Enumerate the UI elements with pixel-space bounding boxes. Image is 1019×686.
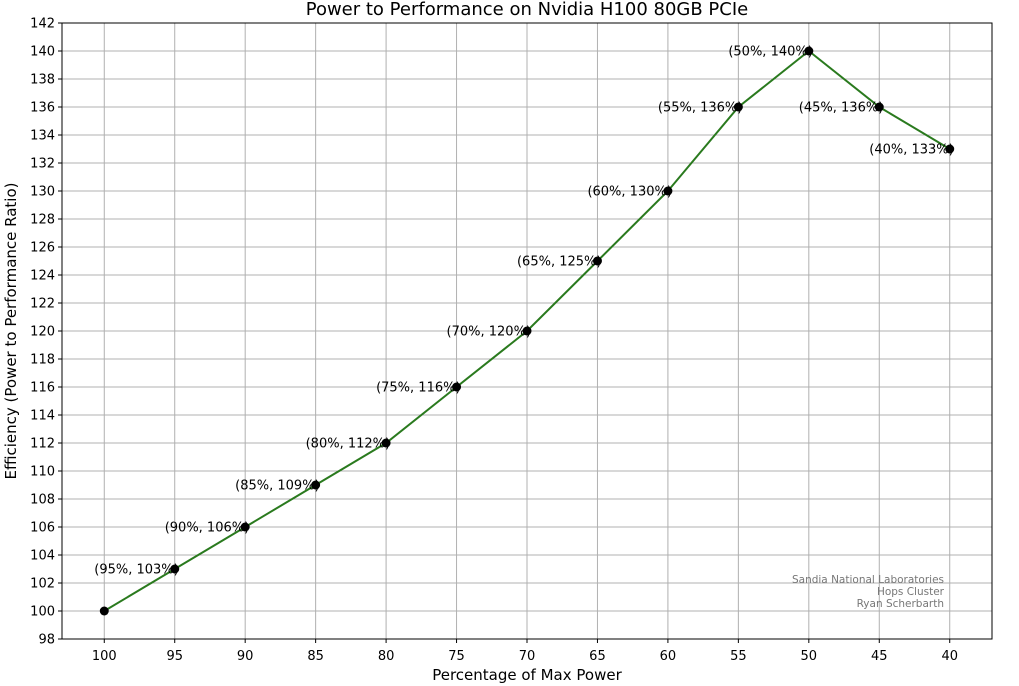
data-point-label: (90%, 106%) (165, 521, 249, 536)
x-tick-label: 70 (519, 649, 536, 664)
y-tick-label: 142 (30, 17, 55, 32)
x-tick-label: 80 (378, 649, 395, 664)
y-tick-label: 114 (30, 409, 55, 424)
data-point-label: (50%, 140%) (728, 45, 812, 60)
data-point (311, 480, 321, 490)
data-point (804, 46, 814, 56)
credit-line: Ryan Scherbarth (857, 598, 944, 610)
y-tick-label: 98 (38, 633, 55, 648)
data-point (452, 382, 462, 392)
x-tick-label: 100 (92, 649, 117, 664)
y-tick-label: 128 (30, 213, 55, 228)
data-point (170, 564, 180, 574)
x-tick-label: 65 (589, 649, 606, 664)
y-axis-ticks: 98 100 102 104 106 108 110 112 114 116 118 120 122 12… (30, 17, 62, 648)
x-tick-label: 50 (801, 649, 818, 664)
data-point (240, 522, 250, 532)
y-tick-label: 126 (30, 241, 55, 256)
credit-line: Hops Cluster (877, 586, 945, 598)
data-point (592, 256, 602, 266)
data-point (733, 102, 743, 112)
x-tick-label: 55 (730, 649, 747, 664)
x-tick-label: 60 (660, 649, 677, 664)
data-point-label: (75%, 116%) (376, 381, 460, 396)
x-tick-label: 45 (871, 649, 888, 664)
data-point-markers (99, 46, 955, 616)
y-tick-label: 110 (30, 465, 55, 480)
x-tick-label: 90 (237, 649, 254, 664)
data-point (945, 144, 955, 154)
data-point-label: (80%, 112%) (306, 437, 390, 452)
y-tick-label: 134 (30, 129, 55, 144)
y-tick-label: 124 (30, 269, 55, 284)
credit-line: Sandia National Laboratories (792, 574, 944, 586)
data-point-label: (45%, 136%) (799, 101, 883, 116)
data-point (663, 186, 673, 196)
y-tick-label: 100 (30, 605, 55, 620)
data-point (874, 102, 884, 112)
y-tick-label: 118 (30, 353, 55, 368)
y-tick-label: 106 (30, 521, 55, 536)
data-point-label: (85%, 109%) (235, 479, 319, 494)
x-axis-label: Percentage of Max Power (432, 666, 622, 684)
y-tick-label: 138 (30, 73, 55, 88)
data-point (522, 326, 532, 336)
y-tick-label: 102 (30, 577, 55, 592)
data-point (381, 438, 391, 448)
data-point-label: (70%, 120%) (447, 325, 531, 340)
x-tick-label: 95 (166, 649, 183, 664)
y-tick-label: 136 (30, 101, 55, 116)
y-tick-label: 112 (30, 437, 55, 452)
data-point-labels: (95%, 103%) (90%, 106%) (85%, 109%) (80%, 1… (94, 45, 953, 578)
data-point (99, 606, 109, 616)
y-tick-label: 116 (30, 381, 55, 396)
x-tick-label: 40 (941, 649, 958, 664)
y-axis-label: Efficiency (Power to Performance Ratio) (2, 182, 20, 479)
data-point-label: (65%, 125%) (517, 255, 601, 270)
y-tick-label: 140 (30, 45, 55, 60)
data-point-label: (40%, 133%) (869, 143, 953, 158)
data-point-label: (55%, 136%) (658, 101, 742, 116)
y-tick-label: 130 (30, 185, 55, 200)
x-axis-ticks: 100 95 90 85 80 75 70 65 60 55 50 45 40 (92, 639, 958, 664)
y-tick-label: 122 (30, 297, 55, 312)
data-point-label: (60%, 130%) (587, 185, 671, 200)
y-tick-label: 108 (30, 493, 55, 508)
x-tick-label: 85 (307, 649, 324, 664)
y-tick-label: 132 (30, 157, 55, 172)
y-tick-label: 120 (30, 325, 55, 340)
x-tick-label: 75 (448, 649, 465, 664)
chart-title: Power to Performance on Nvidia H100 80GB… (306, 0, 749, 20)
y-tick-label: 104 (30, 549, 55, 564)
data-point-label: (95%, 103%) (94, 563, 178, 578)
